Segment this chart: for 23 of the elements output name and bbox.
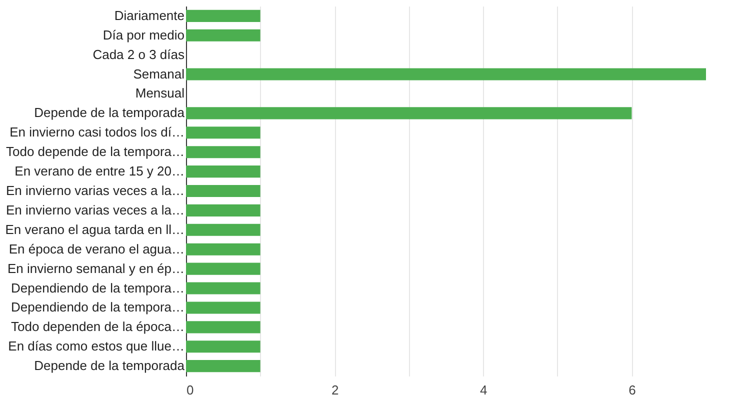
- y-tick-label: Mensual: [135, 86, 185, 101]
- x-tick-label: 4: [480, 382, 488, 398]
- y-tick-label: En época de verano el agua…: [8, 241, 184, 256]
- y-tick-label: En invierno casi todos los dí…: [10, 124, 184, 140]
- y-tick-label: En invierno varias veces a la…: [6, 183, 184, 198]
- y-tick-label: Cada 2 o 3 días: [92, 46, 185, 62]
- y-tick-label: En invierno varias veces a la…: [6, 202, 184, 218]
- y-tick-label: Dependiendo de la tempora…: [11, 300, 184, 315]
- y-tick-label: Día por medio: [102, 27, 184, 42]
- y-tick-label: En días como estos que llue…: [8, 338, 184, 354]
- y-tick-label: En verano el agua tarda en ll…: [5, 222, 184, 237]
- y-tick-label: Semanal: [133, 66, 185, 82]
- y-tick-label: En verano de entre 15 y 20…: [14, 164, 184, 179]
- x-tick-label: 6: [628, 382, 636, 398]
- y-tick-label: Todo depende de la tempora…: [6, 144, 184, 160]
- y-tick-label: Depende de la temporada: [34, 105, 186, 120]
- y-tick-label: Todo dependen de la época…: [11, 319, 184, 334]
- y-tick-label: Dependiendo de la tempora…: [11, 280, 184, 296]
- x-tick-label: 2: [331, 382, 339, 398]
- x-tick-label: 0: [186, 382, 194, 398]
- y-tick-label: En invierno semanal y en ép…: [7, 260, 184, 276]
- y-tick-label: Diariamente: [114, 8, 184, 23]
- y-tick-label: Depende de la temporada: [34, 358, 186, 374]
